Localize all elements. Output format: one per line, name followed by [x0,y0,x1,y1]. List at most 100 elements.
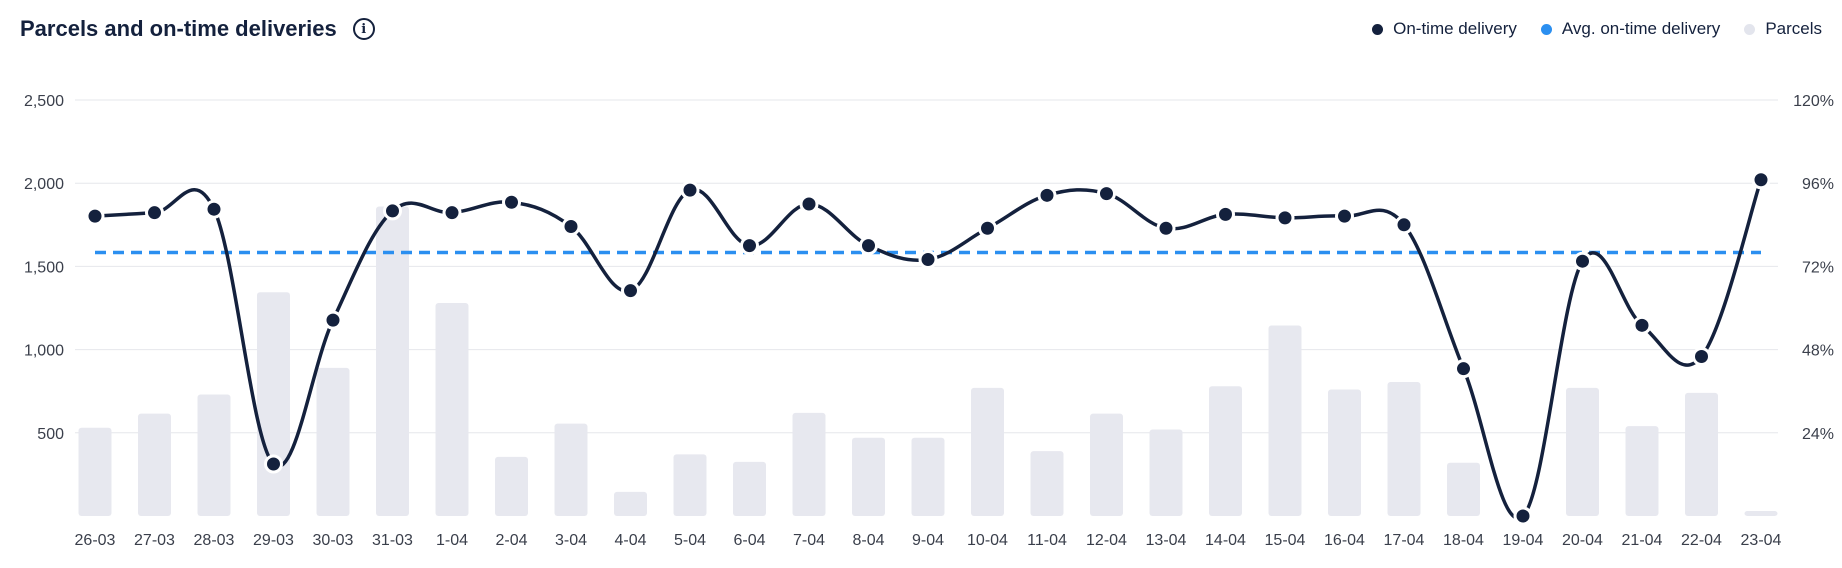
on-time-delivery-point [85,206,105,226]
on-time-delivery-point [1454,359,1473,379]
y-left-tick-label: 2,000 [24,176,64,193]
legend-label-parcels: Parcels [1765,19,1822,38]
x-tick-label: 28-03 [194,532,235,549]
x-tick-label: 10-04 [967,532,1008,549]
parcels-bar [1625,426,1659,516]
x-tick-label: 1-04 [436,532,468,549]
x-tick-label: 11-04 [1027,532,1067,549]
y-left-tick-label: 2,500 [24,93,64,110]
legend-item-parcels[interactable]: Parcels [1744,19,1822,39]
parcels-bar [614,491,647,516]
on-time-delivery-point [918,249,938,269]
x-tick-label: 22-04 [1681,532,1722,549]
on-time-delivery-point [1216,204,1235,224]
y-left-tick-label: 500 [37,426,64,443]
parcels-bar [673,454,707,516]
chart-header: Parcels and on-time deliveries i On-time… [20,12,1822,46]
on-time-delivery-point [680,180,700,200]
chart-title: Parcels and on-time deliveries [20,16,337,41]
on-time-delivery-point [978,218,997,238]
parcels-bar [1447,462,1480,516]
y-right-tick-label: 24% [1802,426,1834,443]
on-time-delivery-point [1394,215,1414,235]
y-left-tick-label: 1,000 [24,343,64,360]
legend-label-on-time: On-time delivery [1393,19,1517,38]
y-right-tick-label: 72% [1802,259,1834,276]
y-right-tick-label: 96% [1802,176,1834,193]
on-time-delivery-point [1751,170,1771,190]
x-tick-label: 4-04 [614,532,646,549]
on-time-delivery-point [1335,206,1354,226]
x-tick-label: 9-04 [912,532,944,549]
x-tick-label: 23-04 [1741,532,1782,549]
x-tick-label: 3-04 [555,532,587,549]
on-time-delivery-point [1632,315,1652,335]
x-tick-label: 16-04 [1324,532,1365,549]
parcels-bar [554,423,588,516]
on-time-delivery-point [1097,184,1116,204]
x-tick-label: 7-04 [793,532,825,549]
x-tick-label: 20-04 [1562,532,1603,549]
parcels-bar [1685,392,1718,516]
parcels-bar [138,413,171,516]
on-time-delivery-point [740,236,759,256]
parcels-bar [1387,382,1421,516]
legend-item-on-time[interactable]: On-time delivery [1372,19,1517,39]
parcels-bar [257,292,290,516]
legend-dot-on-time [1372,23,1384,35]
on-time-delivery-point [442,203,462,223]
x-tick-label: 31-03 [372,532,413,549]
parcels-bar [1090,413,1123,516]
x-tick-label: 15-04 [1265,532,1306,549]
parcels-bar [792,412,826,516]
parcels-bar [376,206,409,516]
parcels-bar [1209,386,1242,516]
on-time-delivery-point [1275,208,1295,228]
y-right-tick-label: 48% [1802,343,1834,360]
on-time-delivery-point [1573,251,1592,271]
x-tick-label: 26-03 [75,532,116,549]
on-time-delivery-point [1513,506,1533,526]
on-time-delivery-point [621,281,640,301]
on-time-delivery-point [145,203,164,223]
on-time-delivery-point [383,201,402,221]
y-right-tick-label: 120% [1793,93,1834,110]
legend-item-avg[interactable]: Avg. on-time delivery [1540,19,1721,39]
parcels-bar [1328,389,1361,516]
parcels-bar [1744,511,1778,516]
info-icon[interactable]: i [352,18,375,40]
x-tick-label: 14-04 [1205,532,1246,549]
parcels-bar [1030,451,1064,516]
x-tick-label: 19-04 [1503,532,1544,549]
parcels-bar [971,387,1004,516]
on-time-delivery-point [859,236,878,256]
parcels-bar [852,437,885,516]
legend-dot-parcels [1744,23,1756,35]
parcels-bar [1566,387,1599,516]
y-left-tick-label: 1,500 [24,259,64,276]
on-time-delivery-point [561,217,581,237]
x-tick-label: 29-03 [253,532,294,549]
parcels-bar [495,456,528,516]
x-tick-label: 8-04 [852,532,884,549]
x-tick-label: 6-04 [733,532,765,549]
x-tick-label: 5-04 [674,532,706,549]
x-tick-label: 21-04 [1622,532,1663,549]
parcels-bar [78,427,112,516]
parcels-bar [911,437,945,516]
legend-label-avg: Avg. on-time delivery [1561,19,1721,38]
on-time-delivery-point [1692,347,1711,367]
legend: On-time delivery Avg. on-time delivery P… [1372,19,1822,39]
x-tick-label: 2-04 [495,532,527,549]
parcels-bar [1149,429,1183,516]
x-tick-label: 27-03 [134,532,175,549]
on-time-delivery-point [1037,185,1057,205]
parcels-bar [733,461,766,516]
parcels-bar [435,303,469,516]
on-time-delivery-point [1156,218,1176,238]
x-tick-label: 13-04 [1146,532,1187,549]
x-tick-label: 18-04 [1443,532,1484,549]
on-time-delivery-point [204,199,224,219]
on-time-delivery-point [323,310,343,330]
x-tick-label: 30-03 [313,532,354,549]
